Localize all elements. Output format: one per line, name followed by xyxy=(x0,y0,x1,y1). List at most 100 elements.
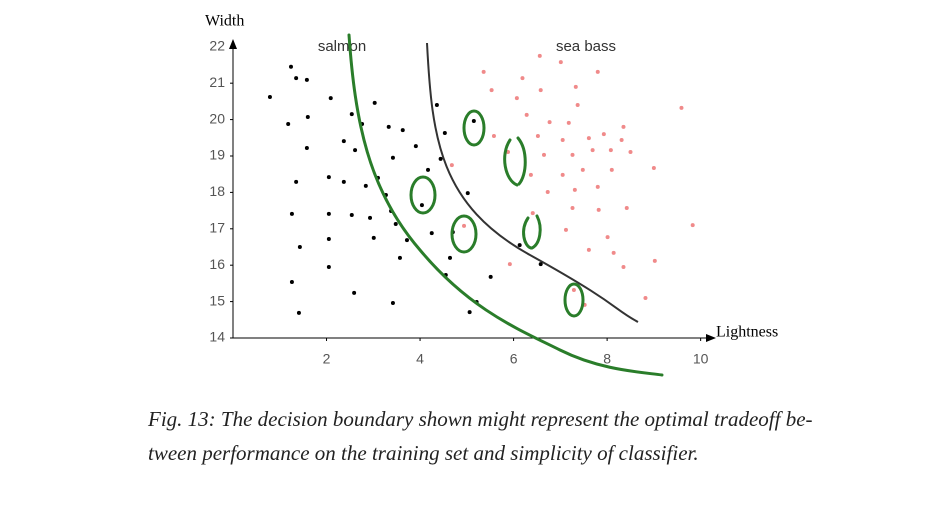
point xyxy=(467,310,472,315)
point xyxy=(517,243,522,248)
y-tick-label: 18 xyxy=(209,183,225,199)
x-axis-label: Lightness xyxy=(716,324,778,341)
point xyxy=(326,236,331,241)
hand-circle xyxy=(503,136,527,187)
point xyxy=(628,149,633,154)
x-tick-label: 4 xyxy=(416,351,424,367)
point xyxy=(611,250,616,255)
point xyxy=(449,163,454,168)
point xyxy=(621,265,626,270)
point xyxy=(571,287,576,292)
point xyxy=(560,172,565,177)
y-tick-label: 19 xyxy=(209,147,225,163)
point xyxy=(566,120,571,125)
point xyxy=(652,258,657,263)
point xyxy=(489,88,494,93)
decision-boundary xyxy=(426,42,639,323)
point xyxy=(305,115,310,120)
point xyxy=(465,191,470,196)
hand-circle xyxy=(563,282,585,318)
point xyxy=(371,235,376,240)
point xyxy=(481,69,486,74)
y-tick-label: 14 xyxy=(209,329,225,345)
point xyxy=(326,175,331,180)
point xyxy=(393,222,398,227)
x-tick-label: 6 xyxy=(510,351,518,367)
point xyxy=(590,148,595,153)
point xyxy=(328,96,333,101)
point xyxy=(505,149,510,154)
point xyxy=(621,124,626,129)
point xyxy=(586,136,591,141)
point xyxy=(651,166,656,171)
point xyxy=(326,211,331,216)
point xyxy=(545,190,550,195)
hand-circle xyxy=(450,214,478,254)
point xyxy=(624,206,629,211)
point xyxy=(413,144,418,149)
point xyxy=(288,64,293,69)
point xyxy=(404,238,409,243)
point xyxy=(679,105,684,110)
point xyxy=(563,227,568,232)
point xyxy=(538,262,543,267)
point xyxy=(560,137,565,142)
point xyxy=(390,155,395,160)
point xyxy=(520,76,525,81)
hand-circle xyxy=(462,109,486,147)
point xyxy=(471,119,476,124)
point xyxy=(514,96,519,101)
legend-entry: salmon xyxy=(318,38,366,55)
point xyxy=(297,244,302,249)
point xyxy=(570,152,575,157)
y-tick-label: 17 xyxy=(209,219,225,235)
point xyxy=(535,133,540,138)
legend-entry: sea bass xyxy=(556,38,616,55)
point xyxy=(289,211,294,216)
figure-caption: Fig. 13: The decision boundary shown mig… xyxy=(148,407,813,465)
point xyxy=(530,211,535,216)
points xyxy=(267,53,695,315)
point xyxy=(386,124,391,129)
point xyxy=(491,133,496,138)
point xyxy=(341,139,346,144)
point xyxy=(400,128,405,133)
hand-circle xyxy=(409,175,437,215)
point xyxy=(619,137,624,142)
point xyxy=(304,77,309,82)
point xyxy=(462,223,467,228)
y-tick-label: 16 xyxy=(209,256,225,272)
point xyxy=(438,156,443,161)
y-axis-label: Width xyxy=(205,13,244,30)
point xyxy=(609,167,614,172)
point xyxy=(596,207,601,212)
point xyxy=(528,172,533,177)
point xyxy=(363,183,368,188)
point xyxy=(538,88,543,93)
point xyxy=(524,112,529,117)
y-tick-label: 21 xyxy=(209,74,225,90)
point xyxy=(286,121,291,126)
point xyxy=(537,53,542,58)
point xyxy=(488,274,493,279)
point xyxy=(429,231,434,236)
point xyxy=(349,112,354,117)
point xyxy=(296,310,301,315)
x-tick-label: 10 xyxy=(693,351,709,367)
point xyxy=(690,223,695,228)
point xyxy=(586,247,591,252)
y-tick-label: 20 xyxy=(209,110,225,126)
point xyxy=(558,60,563,65)
point xyxy=(601,132,606,137)
x-tick-label: 2 xyxy=(323,351,331,367)
point xyxy=(426,167,431,172)
hand-circle xyxy=(522,214,542,250)
y-tick-label: 15 xyxy=(209,292,225,308)
hand-drawn-boundary xyxy=(347,33,664,377)
point xyxy=(326,265,331,270)
point xyxy=(353,148,358,153)
point xyxy=(595,184,600,189)
point xyxy=(434,103,439,108)
point xyxy=(341,179,346,184)
